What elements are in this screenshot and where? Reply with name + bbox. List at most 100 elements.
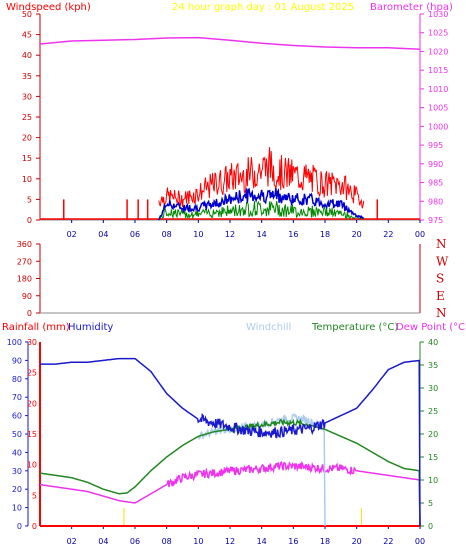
wind-y-tick-label: 35 <box>22 72 32 81</box>
climate-x-tick-label: 10 <box>193 537 203 546</box>
humidity-axis-label: Humidity <box>68 322 113 333</box>
humidity-y-tick-label: 50 <box>12 430 22 439</box>
wind-x-tick-label: 04 <box>98 230 108 239</box>
climate-series <box>39 357 421 527</box>
direction-y-tick-label: 90 <box>22 292 32 301</box>
climate-x-tick-label: 02 <box>67 537 77 546</box>
climate-x-tick-label: 22 <box>383 537 393 546</box>
direction-y-ticks: 0 90 180 270 360 <box>17 240 40 318</box>
humidity-y-tick-label: 90 <box>12 356 22 365</box>
direction-y-tick-label: 0 <box>27 309 32 318</box>
climate-x-tick-label: 18 <box>320 537 330 546</box>
barometer-y-tick-label: 1030 <box>428 10 448 19</box>
chart-title: 24 hour graph day : 01 August 2025 <box>172 2 354 13</box>
climate-x-tick-label: 04 <box>98 537 108 546</box>
compass-label: E <box>436 289 445 303</box>
rainfall-axis-label: Rainfall (mm) <box>2 322 70 333</box>
humidity-y-tick-label: 70 <box>12 393 22 402</box>
wind-y-tick-label: 45 <box>22 31 32 40</box>
wind-y-tick-label: 30 <box>22 92 32 101</box>
climate-x-tick-label: 00 <box>415 537 425 546</box>
climate-x-tick-label: 12 <box>225 537 235 546</box>
wind-x-tick-label: 00 <box>415 230 425 239</box>
wind-average-line <box>158 187 365 221</box>
wind-x-tick-label: 16 <box>288 230 298 239</box>
climate-x-tick-label: 08 <box>162 537 172 546</box>
rain-y-tick-label: 25 <box>27 369 37 378</box>
barometer-y-tick-label: 990 <box>428 160 443 169</box>
climate-x-tick-label: 06 <box>130 537 140 546</box>
climate-x-tick-label: 20 <box>352 537 362 546</box>
wind-y-tick-label: 15 <box>22 154 32 163</box>
compass-label: N <box>436 306 447 320</box>
climate-x-tick-label: 16 <box>288 537 298 546</box>
barometer-y-tick-label: 1000 <box>428 122 448 131</box>
temperature-y-tick-label: 40 <box>428 338 438 347</box>
barometer-y-tick-label: 1015 <box>428 66 448 75</box>
temperature-y-tick-label: 25 <box>428 407 438 416</box>
wind-x-tick-label: 06 <box>130 230 140 239</box>
wind-x-tick-label: 22 <box>383 230 393 239</box>
barometer-y-tick-label: 1020 <box>428 47 448 56</box>
humidity-y-tick-label: 100 <box>7 338 22 347</box>
compass-label: N <box>436 237 447 251</box>
wind-y-tick-label: 10 <box>22 175 32 184</box>
temperature-y-tick-label: 10 <box>428 476 438 485</box>
humidity-y-tick-label: 0 <box>17 522 22 531</box>
barometer-axis-label: Barometer (hpa) <box>370 2 453 13</box>
wind-x-tick-label: 10 <box>193 230 203 239</box>
temperature-y-tick-label: 35 <box>428 361 438 370</box>
rain-y-tick-label: 15 <box>27 430 37 439</box>
barometer-y-tick-label: 980 <box>428 197 443 206</box>
rain-y-tick-label: 10 <box>27 461 37 470</box>
compass-label: S <box>436 272 444 286</box>
barometer-y-tick-label: 1010 <box>428 85 448 94</box>
wind-y-tick-label: 0 <box>27 216 32 225</box>
windchill-label: Windchill <box>246 322 291 333</box>
climate-x-tick-label: 14 <box>257 537 267 546</box>
wind-x-tick-label: 02 <box>67 230 77 239</box>
humidity-y-tick-label: 30 <box>12 467 22 476</box>
dewpoint-line <box>39 460 421 527</box>
rain-y-tick-label: 20 <box>27 399 37 408</box>
humidity-y-tick-label: 80 <box>12 375 22 384</box>
wind-y-tick-label: 50 <box>22 10 32 19</box>
rain-y-tick-label: 0 <box>32 522 37 531</box>
wind-secondary-line <box>158 200 365 221</box>
wind-x-tick-label: 20 <box>352 230 362 239</box>
wind-y-tick-label: 25 <box>22 113 32 122</box>
wind-x-tick-label: 12 <box>225 230 235 239</box>
barometer-y-tick-label: 985 <box>428 179 443 188</box>
temperature-y-tick-label: 20 <box>428 430 438 439</box>
direction-y-tick-label: 180 <box>17 275 32 284</box>
temperature-y-tick-label: 0 <box>428 522 433 531</box>
barometer-y-ticks: 975 980 985 990 995 1000 1005 1010 1015 1020 1025 1… <box>420 10 448 225</box>
humidity-y-tick-label: 20 <box>12 485 22 494</box>
dewpoint-axis-label: Dew Point (°C) <box>396 322 466 333</box>
wind-x-tick-label: 14 <box>257 230 267 239</box>
wind-x-tick-label: 18 <box>320 230 330 239</box>
wind-x-tick-label: 08 <box>162 230 172 239</box>
wind-y-tick-label: 40 <box>22 51 32 60</box>
rain-y-tick-label: 5 <box>32 491 37 500</box>
rain-y-tick-label: 30 <box>27 338 37 347</box>
humidity-y-tick-label: 40 <box>12 448 22 457</box>
barometer-line <box>39 36 421 50</box>
humidity-y-tick-label: 60 <box>12 412 22 421</box>
wind-series <box>39 36 421 221</box>
barometer-y-tick-label: 1025 <box>428 29 448 38</box>
humidity-y-ticks: 0 10 20 30 40 50 60 70 80 90 100 <box>7 338 28 531</box>
humidity-line <box>40 357 421 527</box>
wind-y-ticks: 0 5 10 15 20 25 30 35 40 45 50 <box>22 10 40 225</box>
temperature-y-ticks: 0 5 10 15 20 25 30 35 40 <box>420 338 438 531</box>
temperature-y-tick-label: 15 <box>428 453 438 462</box>
wind-gust-line <box>158 147 365 209</box>
barometer-y-tick-label: 1005 <box>428 104 448 113</box>
wind-y-tick-label: 20 <box>22 134 32 143</box>
windspeed-axis-label: Windspeed (kph) <box>6 2 91 13</box>
barometer-y-tick-label: 975 <box>428 216 443 225</box>
rain-y-ticks: 0 5 10 15 20 25 30 <box>27 338 37 531</box>
